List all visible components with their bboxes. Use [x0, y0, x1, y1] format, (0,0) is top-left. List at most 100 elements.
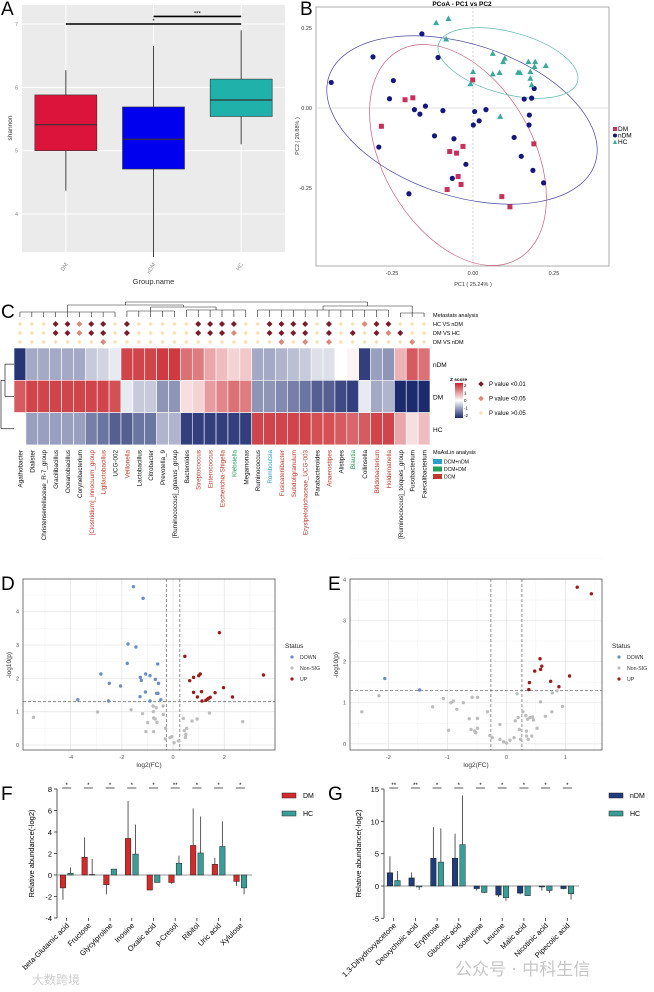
y-tick-label: 4 [343, 577, 346, 583]
point-non-sig [498, 722, 502, 727]
bar-HC [241, 874, 248, 889]
point-nDM [440, 108, 446, 114]
point-nDM [328, 79, 334, 86]
point-non-sig [512, 735, 516, 740]
point-down [153, 677, 158, 682]
zscore-tick-label: 0 [464, 398, 467, 403]
heatmap-cell [334, 379, 348, 413]
heatmap-cell [156, 347, 169, 381]
point-down [131, 584, 136, 589]
row-label: DM [433, 394, 443, 401]
significance-diamond [278, 330, 285, 336]
point-non-sig [518, 737, 523, 742]
significance-diamond [29, 330, 35, 336]
maaslin-legend-swatch [433, 474, 442, 479]
metastats-title: Metastats analysis [433, 313, 478, 319]
significance-diamond [350, 339, 355, 345]
point-down [125, 661, 129, 666]
point-non-sig [449, 701, 453, 705]
significance-diamond [385, 321, 392, 327]
significance-label: *** [194, 11, 202, 17]
point-non-sig [151, 709, 156, 714]
significance-diamond [207, 330, 214, 336]
bar-nDM [473, 885, 480, 889]
significance-diamond [219, 330, 225, 336]
point-nDM [463, 161, 469, 167]
point-non-sig [241, 719, 245, 724]
row-label: nDM [433, 362, 447, 369]
bar-DM [146, 874, 153, 891]
point-non-sig [163, 737, 168, 741]
x-axis-label: log2(FC) [463, 762, 488, 769]
point-nDM [530, 167, 536, 173]
point-HC [445, 15, 452, 22]
heatmap-cell [132, 347, 146, 381]
significance-diamond [338, 321, 344, 327]
x-axis-label: Group.name [133, 277, 175, 286]
point-up [557, 684, 561, 689]
bar-nDM [408, 877, 415, 887]
significance-label: * [458, 783, 461, 789]
point-non-sig [517, 727, 522, 732]
y-tick-label: -2 [45, 893, 52, 902]
heatmap-cell [215, 412, 229, 446]
significance-diamond [41, 330, 46, 336]
point-DM [507, 204, 513, 210]
point-non-sig [475, 716, 480, 721]
point-non-sig [524, 734, 529, 738]
heatmap-cell [73, 379, 86, 413]
point-up [538, 657, 542, 661]
heatmap-cell [37, 347, 50, 381]
significance-label: * [152, 19, 155, 25]
heatmap-cell [203, 412, 217, 446]
pvalue-legend-label: P value <0.05 [489, 397, 526, 403]
heatmap-cell [239, 347, 253, 381]
heatmap-cell [275, 379, 288, 413]
bar-DM [233, 874, 240, 882]
significance-diamond [314, 330, 320, 336]
point-non-sig [161, 704, 165, 708]
significance-diamond [52, 321, 59, 327]
significance-diamond [290, 330, 297, 336]
column-label: Bifidobacterium [374, 450, 381, 493]
significance-diamond [65, 339, 70, 345]
point-up [261, 673, 266, 677]
heatmap-cell [310, 347, 324, 381]
point-up [183, 654, 187, 659]
metastats-row-label: DM VS nDM [433, 340, 464, 346]
pvalue-legend-diamond [478, 410, 484, 416]
heatmap-cell [25, 379, 39, 413]
point-up [217, 630, 222, 635]
point-non-sig [129, 707, 133, 712]
point-down [156, 691, 160, 696]
y-axis-label: shannon [7, 115, 14, 140]
bar-HC [197, 852, 204, 876]
point-non-sig [538, 700, 543, 704]
heatmap-cell [358, 347, 371, 381]
point-HC [516, 69, 523, 76]
y-tick-label: 2 [343, 660, 346, 666]
plot-frame [315, 6, 610, 267]
x-axis-label: log2(FC) [136, 762, 161, 769]
maaslin-legend-label: DCM+nDM [444, 460, 469, 466]
panel-d-volcano: -4 -2 0 2 0 1 2 3 4 DOWN Non-SIG UP Status log2(FC) -l… [6, 578, 320, 769]
significance-diamond [338, 339, 344, 345]
point-non-sig [140, 711, 145, 716]
column-label: Romboutsia [267, 450, 274, 484]
significance-diamond [314, 339, 320, 345]
column-label: Alistipes [338, 450, 345, 473]
column-label: Megamonas [243, 450, 250, 485]
bar-HC [67, 873, 74, 876]
plot-background [23, 579, 275, 750]
column-label: Veillonella [124, 450, 131, 479]
significance-diamond [386, 339, 391, 345]
significance-label: * [544, 783, 547, 789]
point-down [383, 676, 387, 681]
point-nDM [417, 111, 423, 117]
point-DM [531, 141, 537, 147]
point-non-sig [176, 739, 181, 743]
significance-diamond [29, 321, 35, 327]
significance-diamond [136, 339, 141, 345]
x-tick-label: 0 [505, 755, 508, 761]
heatmap-cell [251, 379, 264, 413]
